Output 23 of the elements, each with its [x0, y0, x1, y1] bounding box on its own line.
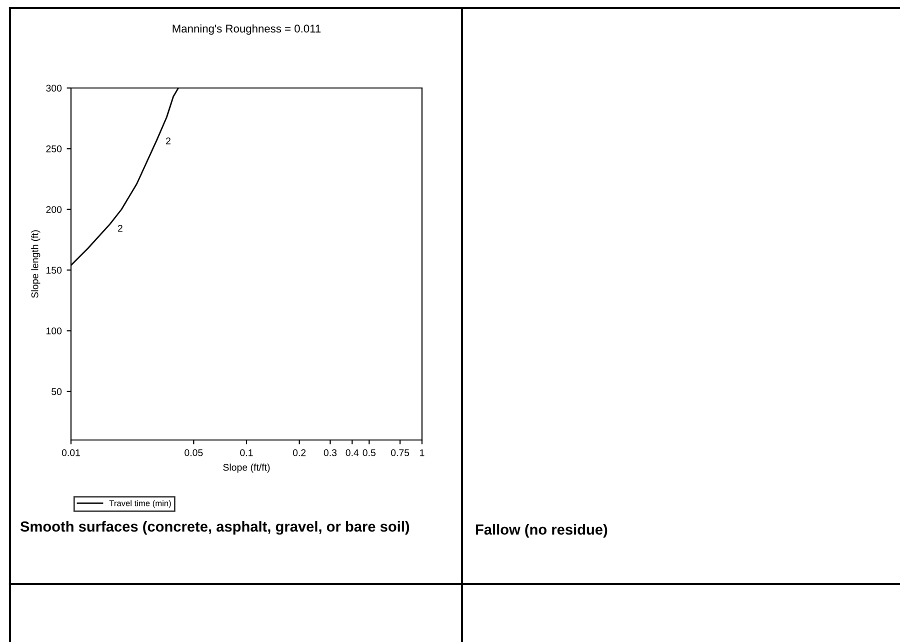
y-tick-label: 200 — [46, 206, 62, 213]
x-tick-label: 0.2 — [292, 449, 306, 456]
text: Fallow (no residue) — [476, 524, 608, 538]
y-tick-label: 300 — [46, 84, 62, 92]
annotation: 2 — [166, 137, 170, 144]
y-tick-label: 100 — [46, 327, 62, 334]
annotation: 2 — [118, 224, 122, 232]
chart-title: Manning's Roughness = 0.011 — [172, 24, 321, 35]
legend-label: Travel time (min) — [109, 500, 171, 508]
x-tick-label: 1 — [420, 449, 424, 456]
y-tick-label: 250 — [46, 145, 62, 152]
x-tick-label: 0.05 — [184, 449, 203, 456]
y-tick-label: 50 — [52, 388, 62, 396]
x-tick-label: 0.1 — [240, 449, 253, 456]
x-tick-label: 0.75 — [390, 449, 410, 456]
x-tick-label: 0.01 — [62, 449, 80, 456]
y-axis-title: Slope length (ft) — [31, 230, 40, 298]
x-tick-label: 0.4 — [346, 449, 359, 456]
x-tick-label: 0.3 — [324, 449, 337, 456]
text: Smooth surfaces (concrete, asphalt, gravel, or bare soil) — [20, 521, 410, 535]
y-tick-label: 150 — [46, 266, 62, 274]
x-tick-label: 0.5 — [362, 449, 376, 456]
x-axis-title: Slope (ft/ft) — [223, 464, 270, 473]
